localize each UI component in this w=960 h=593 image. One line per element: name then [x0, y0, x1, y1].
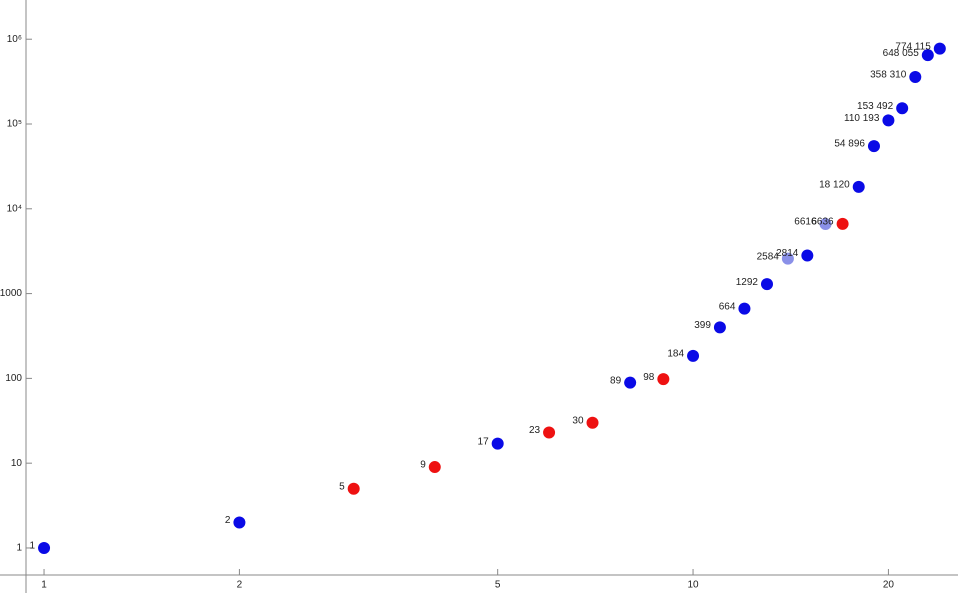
data-label: 2814: [776, 248, 799, 259]
data-label: 1292: [736, 277, 759, 288]
data-label: 89: [610, 375, 622, 386]
data-label: 664: [719, 301, 736, 312]
data-label: 110 193: [844, 113, 880, 124]
point: [543, 426, 556, 439]
data-label: 153 492: [857, 101, 894, 112]
point: [921, 49, 934, 62]
point: [836, 217, 849, 230]
data-label: 774 115: [895, 41, 931, 52]
data-label: 1: [29, 541, 35, 552]
data-label: 5: [339, 481, 345, 492]
data-label: 358 310: [870, 70, 907, 81]
point: [933, 42, 946, 55]
data-label: 6616: [794, 217, 817, 228]
point: [713, 321, 726, 334]
y-tick-label: 10⁴: [7, 203, 22, 214]
point: [738, 302, 751, 315]
point: [801, 249, 814, 262]
data-label: 2584: [757, 251, 780, 262]
data-label: 23: [529, 425, 541, 436]
point: [586, 416, 599, 429]
y-tick-label: 1000: [0, 288, 22, 299]
point: [624, 376, 637, 389]
x-tick-label: 10: [687, 580, 699, 591]
point: [428, 461, 441, 474]
data-label: 54 896: [834, 139, 865, 150]
point: [781, 252, 794, 265]
data-label: 184: [667, 349, 684, 360]
data-label: 98: [643, 372, 655, 383]
x-tick-label: 20: [883, 580, 895, 591]
point: [882, 114, 895, 127]
x-tick-label: 5: [495, 580, 501, 591]
data-label: 6636: [811, 217, 834, 228]
data-label: 17: [478, 436, 490, 447]
point: [760, 278, 773, 291]
point: [687, 349, 700, 362]
data-label: 30: [572, 415, 584, 426]
x-tick-label: 2: [237, 580, 243, 591]
y-tick-label: 10⁵: [7, 119, 22, 130]
point: [852, 180, 865, 193]
point: [347, 482, 360, 495]
x-tick-label: 1: [41, 580, 47, 591]
point: [491, 437, 504, 450]
data-label: 9: [420, 460, 426, 471]
point: [896, 102, 909, 115]
data-label: 399: [694, 320, 711, 331]
y-tick-label: 10: [11, 458, 23, 469]
point: [38, 541, 51, 554]
y-tick-label: 100: [5, 373, 22, 384]
point: [657, 373, 670, 386]
data-label: 648 055: [883, 48, 920, 59]
y-tick-label: 1: [16, 543, 22, 554]
data-label: 2: [225, 515, 231, 526]
point: [233, 516, 246, 529]
y-tick-label: 10⁶: [7, 34, 22, 45]
data-label: 18 120: [819, 180, 850, 191]
point: [909, 71, 922, 84]
point: [867, 140, 880, 153]
point: [819, 218, 832, 231]
